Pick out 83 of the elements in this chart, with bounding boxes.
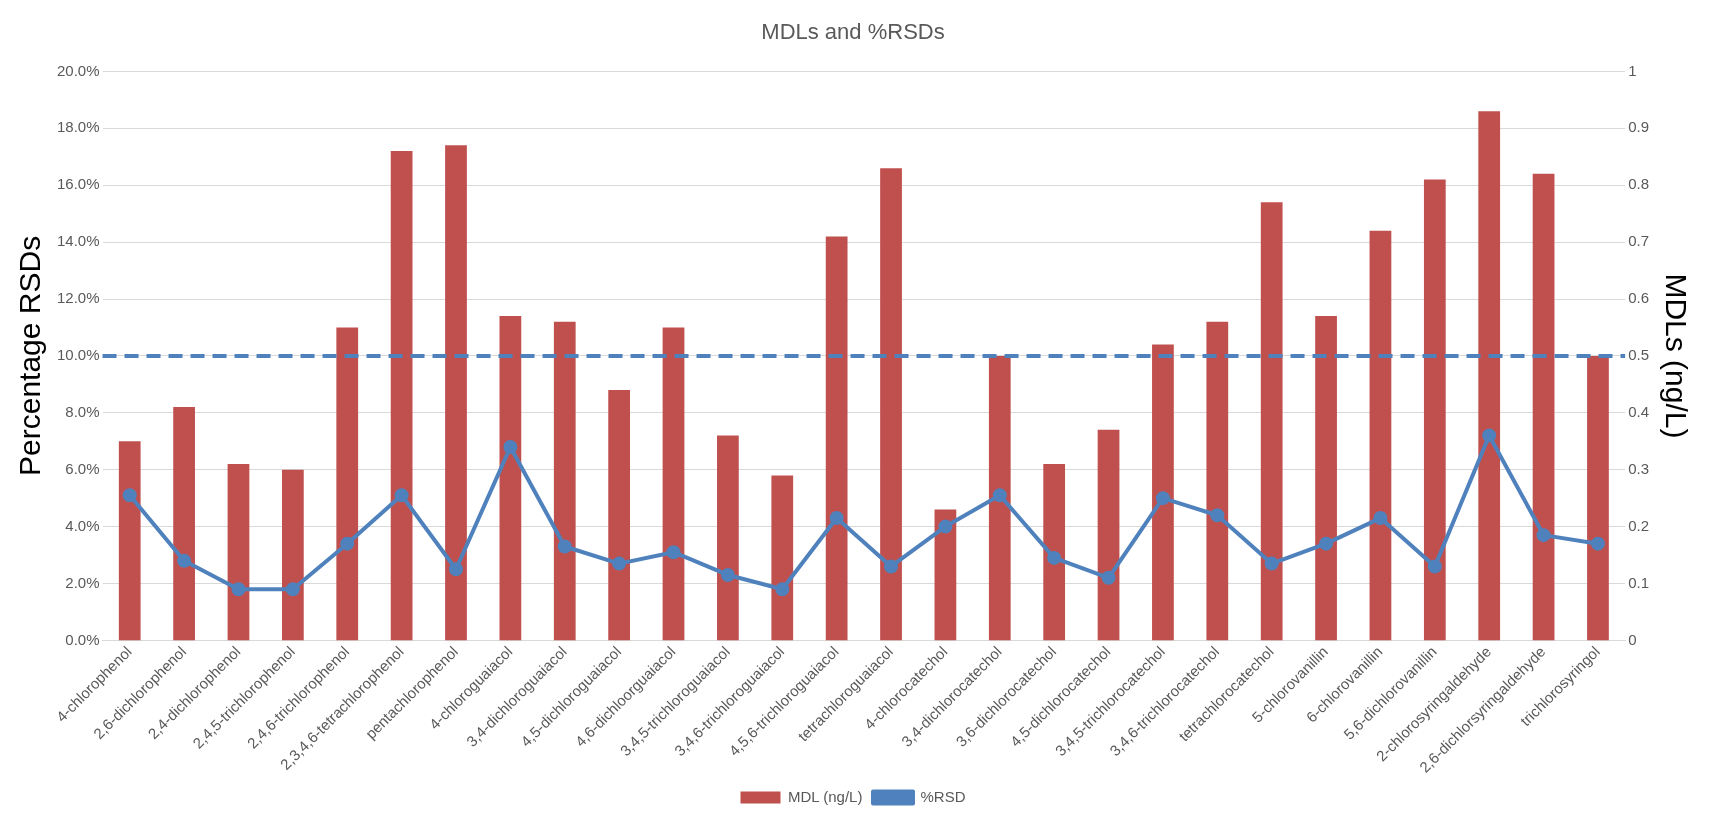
point: [612, 556, 627, 571]
bar: [1369, 230, 1392, 641]
y-tick-label: 12.0%: [56, 289, 100, 307]
point: [122, 488, 137, 503]
point: [394, 488, 409, 503]
bar: [988, 355, 1011, 641]
point: [720, 567, 735, 582]
bar: [608, 390, 631, 641]
bar: [227, 464, 250, 641]
y-tick-label: 2.0%: [65, 573, 100, 591]
bar: [1315, 316, 1337, 641]
y2-tick-label: 0.3: [1628, 459, 1650, 477]
point: [1373, 511, 1388, 526]
y-tick-label: 14.0%: [56, 232, 100, 250]
bar: [880, 168, 902, 641]
point: [503, 439, 518, 454]
y2-tick-label: 0.8: [1628, 175, 1650, 193]
bar: [717, 435, 739, 641]
bar: [1206, 321, 1229, 641]
point: [884, 559, 899, 574]
y-tick-label: 8.0%: [65, 402, 100, 420]
bar: [336, 327, 359, 641]
point: [1264, 556, 1279, 571]
y-tick-label: 16.0%: [56, 175, 100, 193]
bar: [445, 145, 467, 641]
y-tick-label: 6.0%: [65, 459, 100, 477]
y-tick-label: 4.0%: [65, 516, 100, 534]
y2-tick-label: 0: [1628, 630, 1637, 648]
legend-label: %RSD: [920, 787, 966, 805]
point: [938, 519, 953, 534]
y2-tick-label: 0.9: [1628, 118, 1650, 136]
point: [1482, 428, 1497, 443]
point: [340, 536, 355, 551]
bar: [1423, 179, 1446, 641]
point: [449, 562, 463, 577]
point: [775, 582, 790, 597]
point: [557, 539, 572, 554]
bar: [1152, 344, 1174, 641]
y-tick-label: 0.0%: [65, 630, 100, 648]
y-tick-label: 10.0%: [56, 346, 100, 364]
bar: [1532, 173, 1555, 641]
bar: [662, 327, 685, 641]
bar: [173, 407, 195, 641]
y2-axis-title: MDLs (ng/L): [1659, 273, 1693, 439]
bar: [1097, 429, 1120, 641]
bar: [390, 151, 413, 641]
point: [992, 488, 1007, 503]
y2-tick-label: 0.2: [1628, 516, 1650, 534]
y-tick-label: 18.0%: [56, 118, 100, 136]
point: [1536, 528, 1551, 543]
bar: [281, 469, 304, 641]
point: [1155, 491, 1170, 506]
bar: [1478, 111, 1501, 641]
bar: [825, 236, 848, 641]
y2-tick-label: 0.5: [1628, 346, 1650, 364]
bar: [1260, 202, 1283, 641]
y-tick-label: 20.0%: [56, 61, 100, 79]
bar: [771, 475, 794, 641]
y2-tick-label: 0.7: [1628, 232, 1650, 250]
point: [177, 553, 192, 568]
point: [1590, 536, 1605, 551]
bar: [553, 321, 576, 641]
point: [231, 582, 246, 597]
point: [285, 582, 300, 597]
point: [829, 511, 844, 526]
point: [1210, 508, 1225, 523]
point: [1101, 570, 1116, 585]
point: [666, 545, 681, 560]
chart-title: MDLs and %RSDs: [761, 19, 945, 45]
bar: [1043, 464, 1066, 641]
y2-tick-label: 0.4: [1628, 402, 1650, 420]
point: [1047, 550, 1062, 565]
bar: [934, 509, 957, 641]
y2-tick-label: 0.1: [1628, 573, 1650, 591]
legend-label: MDL (ng/L): [787, 787, 863, 805]
y2-tick-label: 1: [1628, 61, 1637, 79]
point: [1427, 559, 1442, 574]
bar: [499, 316, 522, 641]
bar: [118, 441, 141, 641]
y2-tick-label: 0.6: [1628, 289, 1650, 307]
bar: [1587, 355, 1609, 641]
y-axis-title: Percentage RSDs: [13, 235, 47, 476]
point: [1319, 536, 1334, 551]
